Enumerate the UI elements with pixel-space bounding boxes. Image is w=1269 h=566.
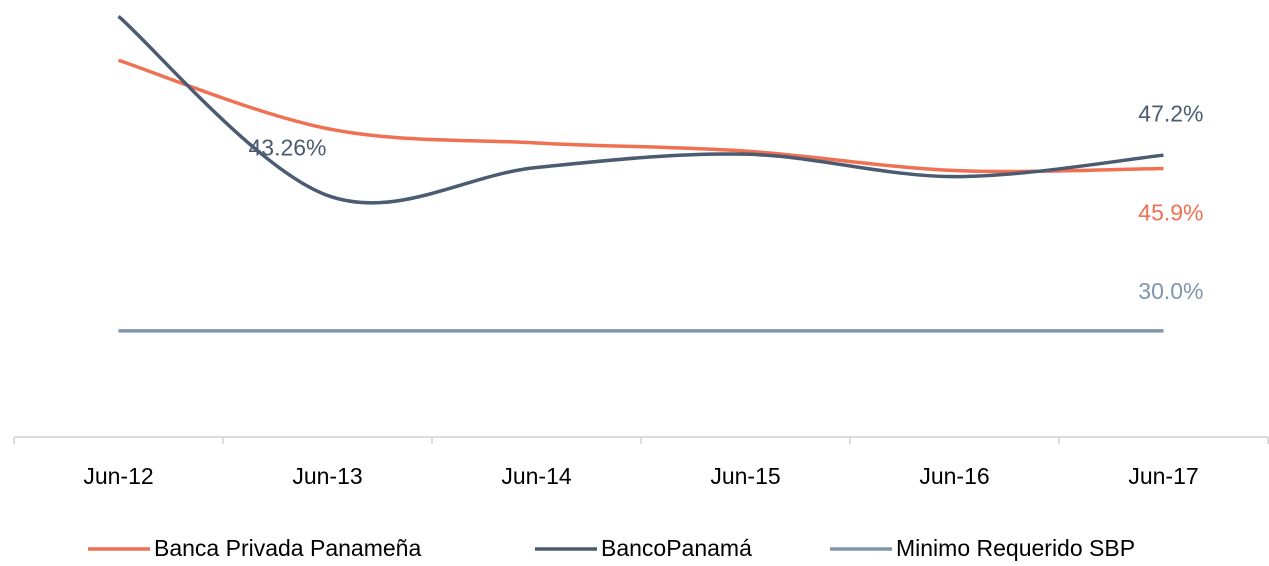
x-tick-label: Jun-16: [919, 463, 989, 489]
data-label: 47.2%: [1138, 100, 1203, 126]
series-line: [117, 58, 1164, 174]
x-tick-label: Jun-15: [710, 463, 780, 489]
x-tick-label: Jun-12: [83, 463, 153, 489]
series-line: [117, 15, 1164, 205]
legend-label: Banca Privada Panameña: [154, 535, 421, 561]
x-tick-label: Jun-17: [1128, 463, 1198, 489]
data-label: 43.26%: [248, 135, 326, 161]
x-tick-label: Jun-13: [292, 463, 362, 489]
legend-label: BancoPanamá: [601, 535, 752, 561]
x-tick-label: Jun-14: [501, 463, 572, 489]
data-label: 30.0%: [1138, 278, 1203, 304]
data-label: 45.9%: [1138, 200, 1203, 226]
legend-label: Minimo Requerido SBP: [896, 535, 1135, 561]
